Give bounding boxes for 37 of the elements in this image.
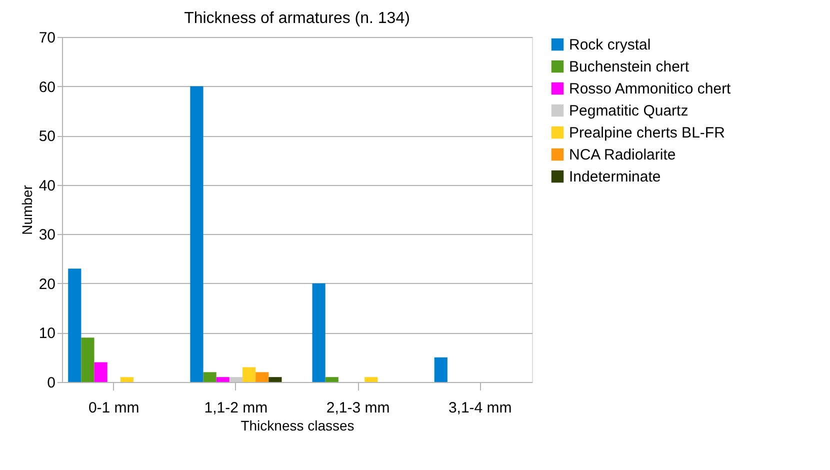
y-tick-label: 0	[47, 374, 56, 392]
bar	[242, 367, 256, 382]
chart-title: Thickness of armatures (n. 134)	[184, 10, 410, 27]
bar	[364, 377, 378, 382]
bar	[203, 372, 216, 382]
bar	[216, 377, 230, 382]
bar	[190, 86, 204, 382]
y-tick-label: 10	[38, 325, 56, 342]
bar	[120, 377, 134, 382]
bar	[81, 338, 94, 382]
legend-label: Pegmatitic Quartz	[569, 102, 688, 120]
x-tick-label: 1,1-2 mm	[204, 400, 268, 416]
legend-label: NCA Radiolarite	[569, 146, 676, 164]
bar	[68, 268, 82, 382]
legend-label: Buchenstein chert	[569, 58, 690, 76]
x-tick-label: 3,1-4 mm	[448, 400, 512, 416]
y-tick-label: 50	[38, 128, 56, 146]
bar	[256, 372, 269, 382]
x-tick-label: 0-1 mm	[88, 400, 140, 416]
bar	[325, 377, 338, 382]
y-tick-label: 70	[38, 30, 56, 46]
x-tick-label: 2,1-3 mm	[326, 400, 390, 416]
y-tick-label: 20	[38, 276, 56, 293]
bar	[434, 357, 448, 382]
legend-label: Rosso Ammonitico chert	[569, 80, 732, 98]
legend-label: Prealpine cherts BL-FR	[569, 124, 726, 142]
bar	[229, 377, 242, 382]
legend-label: Indeterminate	[569, 168, 661, 186]
y-axis-title: Number	[18, 184, 35, 235]
bar	[94, 362, 108, 382]
y-tick-label: 30	[38, 226, 56, 244]
y-tick-label: 40	[38, 177, 56, 194]
bar	[312, 283, 326, 382]
x-axis-title: Thickness classes	[240, 418, 354, 434]
y-tick-label: 60	[38, 78, 56, 96]
legend-label: Rock crystal	[569, 36, 651, 54]
bar	[268, 377, 282, 382]
